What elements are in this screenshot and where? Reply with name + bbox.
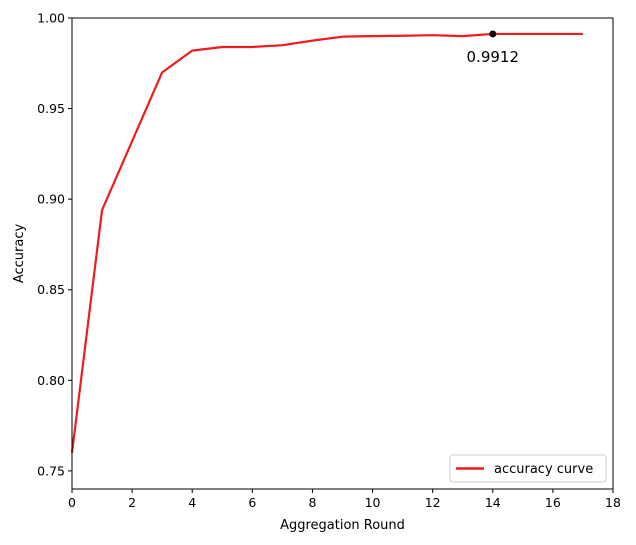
plot-frame	[71, 17, 614, 490]
y-tick-label: 0.95	[37, 101, 65, 116]
x-tick-label: 16	[545, 495, 561, 510]
y-tick-label: 0.80	[37, 373, 65, 388]
legend-entry-label: accuracy curve	[494, 462, 593, 477]
y-tick-label: 0.90	[37, 192, 65, 207]
max-point-marker	[489, 30, 497, 38]
x-tick-label: 8	[308, 495, 316, 510]
x-tick-label: 18	[605, 495, 621, 510]
x-tick-label: 12	[425, 495, 441, 510]
y-tick-label: 1.00	[37, 11, 65, 26]
legend-box	[449, 454, 607, 483]
x-axis-label: Aggregation Round	[280, 518, 405, 533]
x-tick-label: 4	[188, 495, 196, 510]
x-tick-label: 0	[68, 495, 76, 510]
x-tick-label: 6	[248, 495, 256, 510]
legend: accuracy curve	[449, 454, 607, 483]
plot-area	[72, 18, 613, 489]
series-line-0	[70, 32, 583, 453]
y-tick-label: 0.85	[37, 282, 65, 297]
x-tick-label: 10	[365, 495, 381, 510]
x-tick-label: 14	[485, 495, 501, 510]
y-axis-label: Accuracy	[12, 224, 27, 284]
max-point-annotation: 0.9912	[467, 48, 520, 66]
y-tick-label: 0.75	[37, 463, 65, 478]
x-tick-label: 2	[128, 495, 136, 510]
